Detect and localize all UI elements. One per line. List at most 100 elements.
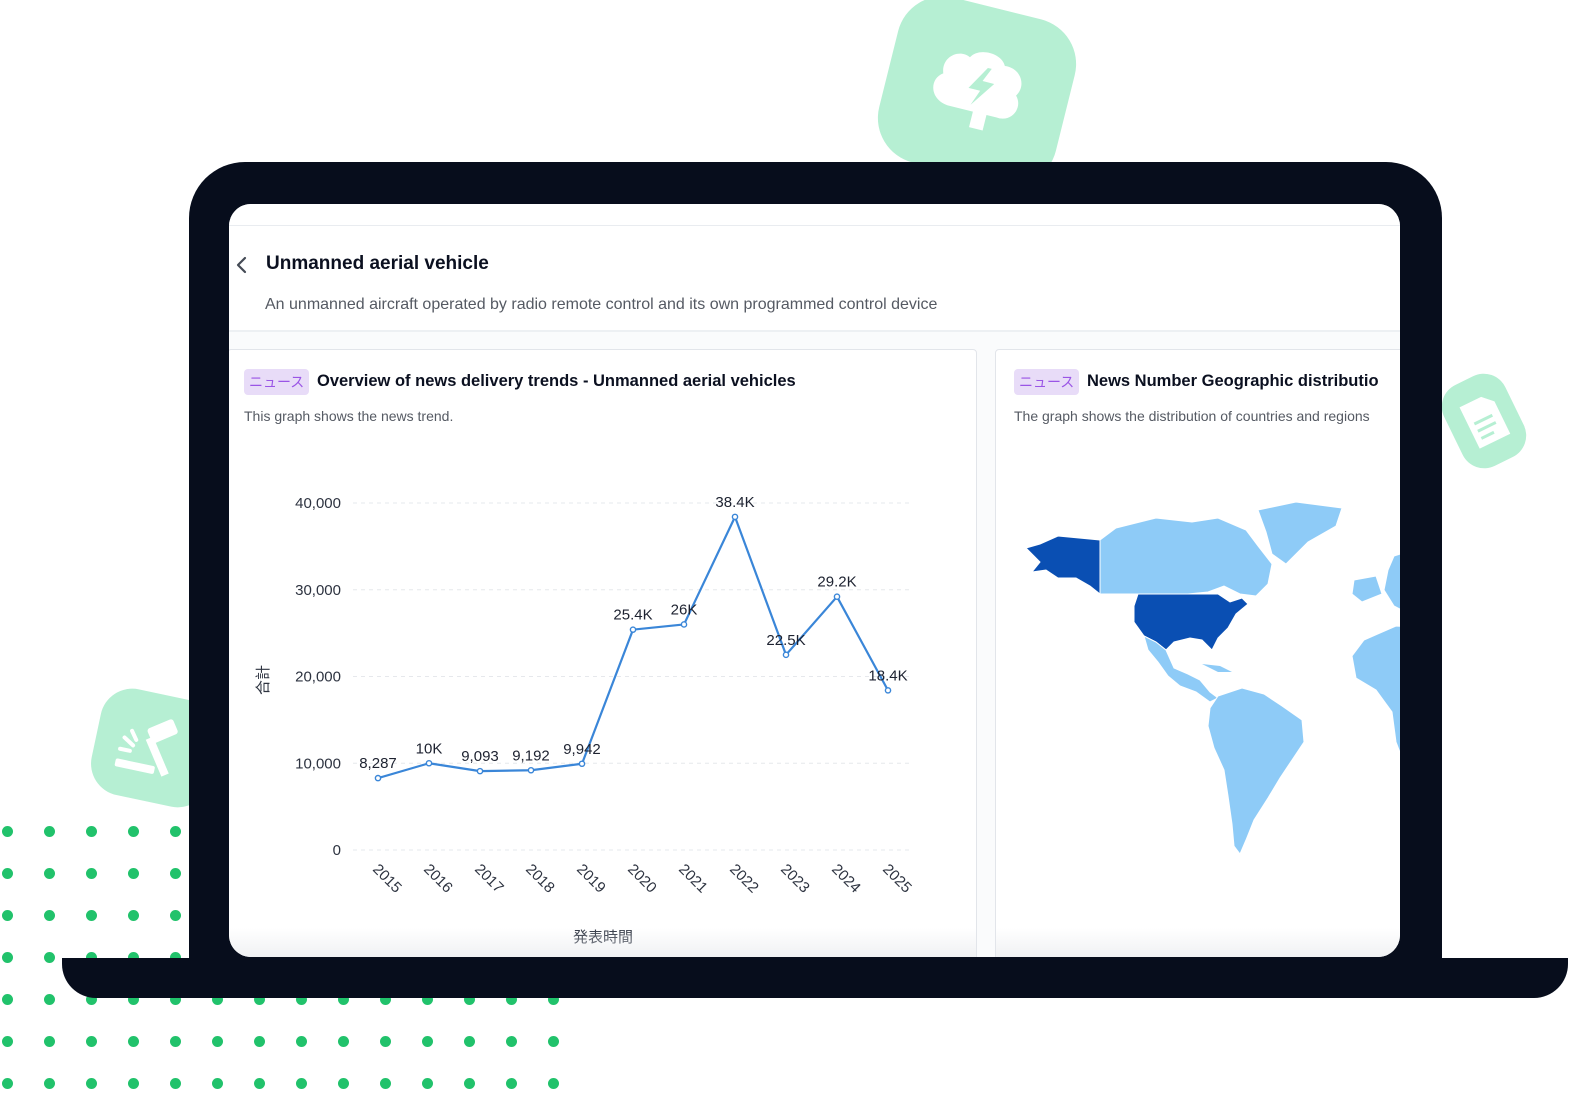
y-tick-label: 20,000 (295, 669, 341, 686)
decorative-dot (128, 910, 139, 921)
map-region-caribbean (1202, 664, 1232, 672)
map-region-alaska (1026, 536, 1100, 594)
x-tick-label: 2018 (522, 861, 558, 897)
x-tick-label: 2023 (777, 861, 813, 897)
x-tick-label: 2025 (879, 861, 915, 897)
x-tick-label: 2022 (726, 861, 762, 897)
decorative-dot (548, 1078, 559, 1089)
x-tick-label: 2019 (573, 861, 609, 897)
map-region-africa-edge (1352, 626, 1400, 780)
decorative-dot (422, 1036, 433, 1047)
data-point (681, 622, 686, 627)
data-label: 38.4K (715, 494, 754, 511)
decorative-dot (44, 826, 55, 837)
decorative-dot (44, 868, 55, 879)
document-icon (1455, 390, 1513, 452)
x-tick-label: 2016 (420, 861, 456, 897)
data-point (375, 776, 380, 781)
map-region-canada (1100, 518, 1272, 596)
decorative-dot (128, 826, 139, 837)
x-tick-label: 2020 (624, 861, 660, 897)
back-button[interactable] (233, 254, 251, 276)
world-map (996, 350, 1400, 957)
decorative-dot (380, 1078, 391, 1089)
data-point (477, 769, 482, 774)
data-label: 9,093 (461, 748, 499, 765)
data-label: 9,192 (512, 747, 550, 764)
decorative-dot (2, 1078, 13, 1089)
brain-lightning-icon (912, 28, 1043, 152)
decorative-dot (44, 910, 55, 921)
news-trend-line-chart: 0 10,000 20,000 30,000 40,000 2015 2016 2017 201… (229, 350, 977, 957)
map-region-europe-edge (1384, 546, 1400, 618)
laptop-base (62, 958, 1568, 998)
y-tick-label: 40,000 (295, 495, 341, 512)
decorative-dot (2, 868, 13, 879)
chevron-left-icon (233, 254, 251, 276)
decorative-dot (44, 952, 55, 963)
decorative-dot (86, 1078, 97, 1089)
page-description: An unmanned aircraft operated by radio r… (265, 296, 937, 314)
decorative-dot (2, 994, 13, 1005)
data-point (426, 761, 431, 766)
x-tick-label: 2021 (675, 861, 711, 897)
decorative-dot (86, 910, 97, 921)
data-label: 18.4K (868, 667, 907, 684)
document-badge (1434, 366, 1535, 477)
x-tick-label: 2024 (828, 861, 864, 897)
map-region-iberia (1352, 576, 1382, 602)
data-point (528, 768, 533, 773)
data-point (732, 514, 737, 519)
decorative-dot (86, 1036, 97, 1047)
map-region-central-america (1144, 636, 1218, 702)
data-point (834, 594, 839, 599)
decorative-dot (338, 1036, 349, 1047)
y-tick-label: 30,000 (295, 582, 341, 599)
app-screen: Unmanned aerial vehicle An unmanned airc… (229, 204, 1400, 957)
decorative-dot (44, 1078, 55, 1089)
decorative-dot (506, 1078, 517, 1089)
decorative-dot (506, 1036, 517, 1047)
decorative-dot (170, 1036, 181, 1047)
data-label: 29.2K (817, 574, 856, 591)
decorative-dot (254, 1036, 265, 1047)
decorative-dot (128, 1078, 139, 1089)
decorative-dot (464, 1078, 475, 1089)
series-line (378, 517, 888, 778)
decorative-dot (44, 1036, 55, 1047)
decorative-dot (212, 1036, 223, 1047)
data-label: 25.4K (613, 607, 652, 624)
top-bar (229, 204, 1400, 226)
decorative-dot (170, 826, 181, 837)
page-header: Unmanned aerial vehicle An unmanned airc… (229, 226, 1400, 332)
data-label: 10K (416, 740, 443, 757)
bottom-fade (229, 928, 976, 957)
data-point (579, 761, 584, 766)
bottom-fade (996, 928, 1400, 957)
x-tick-label: 2017 (471, 861, 507, 897)
news-trend-card: ニュース Overview of news delivery trends - … (229, 349, 977, 957)
data-point (885, 688, 890, 693)
decorative-dot (296, 1078, 307, 1089)
decorative-dot (212, 1078, 223, 1089)
decorative-dot (170, 1078, 181, 1089)
decorative-dot (464, 1036, 475, 1047)
decorative-dot (380, 1036, 391, 1047)
decorative-dot (548, 1036, 559, 1047)
map-region-south-america (1208, 688, 1304, 854)
decorative-dot (2, 826, 13, 837)
decorative-dot (128, 1036, 139, 1047)
x-tick-label: 2015 (369, 861, 405, 897)
y-tick-label: 0 (333, 842, 341, 859)
decorative-dot (170, 868, 181, 879)
page-title: Unmanned aerial vehicle (266, 253, 489, 275)
decorative-dot (338, 1078, 349, 1089)
data-label: 8,287 (359, 755, 397, 772)
decorative-dot (170, 910, 181, 921)
decorative-dot (2, 1036, 13, 1047)
y-tick-label: 10,000 (295, 755, 341, 772)
data-label: 22.5K (766, 632, 805, 649)
decorative-dot (128, 868, 139, 879)
decorative-dot (86, 826, 97, 837)
data-label: 9,942 (563, 741, 601, 758)
